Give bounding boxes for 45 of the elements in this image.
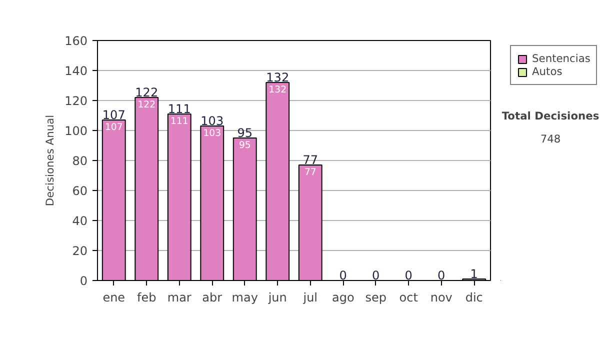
data-label: 95 — [238, 140, 251, 151]
total-label: 0 — [372, 268, 380, 282]
total-label: 1 — [470, 267, 478, 281]
legend-label: Sentencias — [532, 52, 590, 65]
data-label: 111 — [170, 116, 188, 127]
y-tick-label: 140 — [64, 64, 88, 78]
total-label: 103 — [200, 114, 224, 128]
total-label: 0 — [404, 268, 412, 282]
x-tick-label: jul — [302, 290, 318, 304]
data-label: 132 — [268, 84, 287, 96]
x-tick-label: oct — [399, 290, 418, 304]
total-label: 107 — [102, 108, 126, 122]
x-tick-label: feb — [137, 290, 156, 304]
text: Total Decisiones — [502, 110, 600, 122]
y-tick-label: 20 — [72, 244, 88, 258]
y-tick-label: 0 — [80, 274, 88, 288]
x-tick-label: jun — [267, 290, 287, 304]
data-label: 107 — [104, 122, 123, 133]
x-tick-label: sep — [365, 290, 387, 304]
total-label: 77 — [302, 153, 318, 167]
y-tick-label: 80 — [72, 154, 88, 168]
total-label: 0 — [438, 268, 446, 282]
x-tick-label: mar — [167, 290, 192, 304]
total-label: 111 — [168, 102, 191, 116]
x-tick-label: abr — [202, 290, 222, 304]
data-label: 77 — [304, 167, 316, 178]
x-tick-label: nov — [430, 290, 452, 304]
total-label: 95 — [237, 126, 253, 140]
data-label: 103 — [203, 128, 222, 139]
y-tick-label: 160 — [64, 34, 88, 48]
x-tick-label: dic — [465, 290, 483, 304]
legend-label: Autos — [532, 65, 562, 78]
y-axis-title: Decisiones Anual — [44, 114, 57, 206]
y-tick-label: 100 — [64, 124, 88, 138]
y-tick-label: 40 — [72, 214, 88, 228]
y-tick-label: 120 — [64, 94, 88, 108]
total-label: 0 — [339, 268, 347, 282]
total-label: 122 — [135, 86, 158, 100]
y-tick-label: 60 — [72, 184, 88, 198]
total-label: 132 — [266, 70, 290, 84]
x-tick-label: may — [232, 290, 258, 304]
text: 748 — [540, 132, 561, 146]
x-tick-label: ene — [102, 290, 126, 304]
x-tick-label: ago — [332, 290, 354, 304]
data-label: 122 — [138, 100, 156, 110]
